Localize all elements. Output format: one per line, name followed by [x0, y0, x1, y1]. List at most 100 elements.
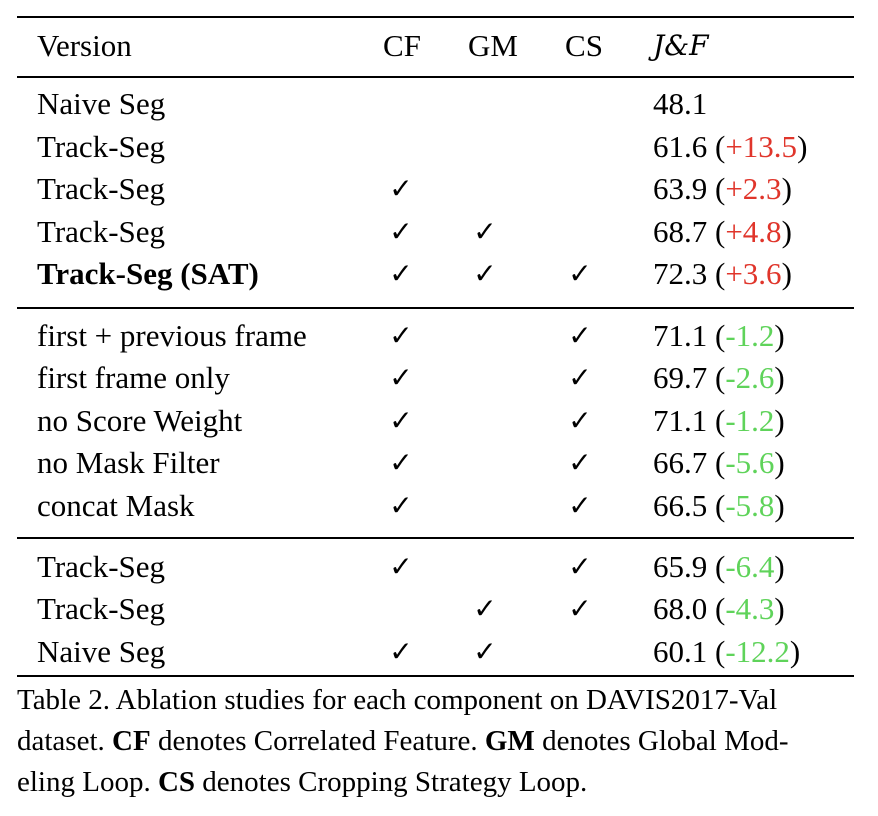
score-delta: -5.6: [725, 445, 775, 481]
row-version: no Score Weight: [37, 402, 243, 438]
table-row: Track-Seg 61.6 (+13.5): [0, 126, 878, 168]
table-row: concat Mask ✓ ✓ 66.5 (-5.8): [0, 485, 878, 527]
row-score: 63.9 (+2.3): [653, 171, 792, 207]
caption-label: Table 2.: [17, 684, 110, 716]
check-icon: ✓: [568, 488, 592, 522]
table-row: first frame only ✓ ✓ 69.7 (-2.6): [0, 357, 878, 399]
table-row: no Score Weight ✓ ✓ 71.1 (-1.2): [0, 400, 878, 442]
table-row: first + previous frame ✓ ✓ 71.1 (-1.2): [0, 315, 878, 357]
header-gm: GM: [468, 28, 518, 63]
score-delta: +2.3: [725, 171, 782, 207]
caption-cs-term: CS: [157, 766, 196, 798]
table-row: Naive Seg 48.1: [0, 83, 878, 125]
top-rule: [17, 16, 854, 18]
score-value: 72.3: [653, 256, 708, 292]
check-icon: ✓: [389, 403, 413, 437]
table-row: Track-Seg (SAT) ✓ ✓ ✓ 72.3 (+3.6): [0, 253, 878, 295]
score-value: 65.9: [653, 549, 708, 584]
header-rule: [17, 76, 854, 78]
row-version: Naive Seg: [37, 86, 166, 121]
score-delta: -5.8: [725, 487, 775, 523]
check-icon: ✓: [568, 592, 592, 626]
score-delta: -1.2: [725, 318, 775, 353]
check-icon: ✓: [389, 361, 413, 395]
row-score: 71.1 (-1.2): [653, 318, 785, 353]
score-value: 66.5: [653, 487, 708, 523]
check-icon: ✓: [473, 214, 497, 248]
check-icon: ✓: [568, 550, 592, 583]
header-cf: CF: [383, 28, 421, 63]
check-icon: ✓: [389, 319, 413, 352]
row-score: 69.7 (-2.6): [653, 360, 785, 396]
row-version: first frame only: [37, 360, 230, 396]
row-score: 61.6 (+13.5): [653, 128, 808, 164]
score-value: 68.7: [653, 213, 708, 249]
check-icon: ✓: [473, 592, 497, 626]
row-version: Track-Seg: [37, 591, 166, 627]
score-delta: +4.8: [725, 213, 782, 249]
table-row: Track-Seg ✓ ✓ 65.9 (-6.4): [0, 546, 878, 588]
caption-line-2: dataset. CF denotes Correlated Feature. …: [17, 725, 789, 757]
row-score: 48.1: [653, 83, 707, 125]
score-value: 61.6: [653, 128, 708, 164]
row-score: 66.5 (-5.8): [653, 487, 785, 523]
check-icon: ✓: [389, 257, 413, 291]
score-value: 60.1: [653, 633, 708, 669]
row-score: 60.1 (-12.2): [653, 633, 801, 669]
score-delta: -1.2: [725, 402, 775, 438]
check-icon: ✓: [473, 257, 497, 291]
score-value: 48.1: [653, 86, 708, 121]
caption-cf-term: CF: [112, 725, 151, 757]
check-icon: ✓: [568, 361, 592, 395]
caption-line-1: Table 2. Ablation studies for each compo…: [17, 684, 778, 716]
row-score: 65.9 (-6.4): [653, 549, 785, 584]
score-value: 68.0: [653, 591, 708, 627]
score-delta: -12.2: [725, 633, 790, 669]
row-version: Track-Seg: [37, 213, 166, 249]
table-row: Track-Seg ✓ 63.9 (+2.3): [0, 168, 878, 210]
score-value: 69.7: [653, 360, 708, 396]
row-score: 68.0 (-4.3): [653, 591, 785, 627]
check-icon: ✓: [389, 172, 413, 206]
score-delta: -6.4: [725, 549, 775, 584]
score-value: 63.9: [653, 171, 708, 207]
row-version: Track-Seg: [37, 128, 166, 164]
header-cs: CS: [565, 28, 603, 63]
caption-gm-term: GM: [484, 725, 535, 757]
table-row: no Mask Filter ✓ ✓ 66.7 (-5.6): [0, 442, 878, 484]
row-version: Track-Seg: [37, 549, 166, 584]
check-icon: ✓: [568, 257, 592, 291]
row-version: no Mask Filter: [37, 445, 220, 481]
table-row: Track-Seg ✓ ✓ 68.7 (+4.8): [0, 211, 878, 253]
row-score: 72.3 (+3.6): [653, 256, 792, 292]
table-caption: Table 2. Ablation studies for each compo…: [17, 680, 862, 803]
check-icon: ✓: [389, 488, 413, 522]
table-row: Naive Seg ✓ ✓ 60.1 (-12.2): [0, 631, 878, 673]
table-row: Track-Seg ✓ ✓ 68.0 (-4.3): [0, 588, 878, 630]
row-version: Track-Seg: [37, 171, 166, 207]
row-version: Track-Seg (SAT): [37, 256, 259, 292]
row-score: 71.1 (-1.2): [653, 402, 785, 438]
check-icon: ✓: [568, 446, 592, 480]
caption-line-3: eling Loop. CS denotes Cropping Strategy…: [17, 766, 588, 798]
score-delta: +3.6: [725, 256, 782, 292]
score-value: 66.7: [653, 445, 708, 481]
score-delta: +13.5: [725, 128, 798, 164]
row-score: 68.7 (+4.8): [653, 213, 792, 249]
check-icon: ✓: [568, 403, 592, 437]
check-icon: ✓: [568, 319, 592, 352]
table-header-row: Version CF GM CS J&F: [0, 25, 878, 67]
row-score: 66.7 (-5.6): [653, 445, 785, 481]
row-version: Naive Seg: [37, 633, 166, 669]
group-rule-1: [17, 307, 854, 309]
check-icon: ✓: [389, 634, 413, 668]
row-version: first + previous frame: [37, 318, 307, 353]
row-version: concat Mask: [37, 487, 195, 523]
check-icon: ✓: [389, 550, 413, 583]
score-delta: -2.6: [725, 360, 775, 396]
header-version: Version: [37, 28, 132, 63]
check-icon: ✓: [389, 446, 413, 480]
score-value: 71.1: [653, 318, 708, 353]
bottom-rule: [17, 675, 854, 677]
